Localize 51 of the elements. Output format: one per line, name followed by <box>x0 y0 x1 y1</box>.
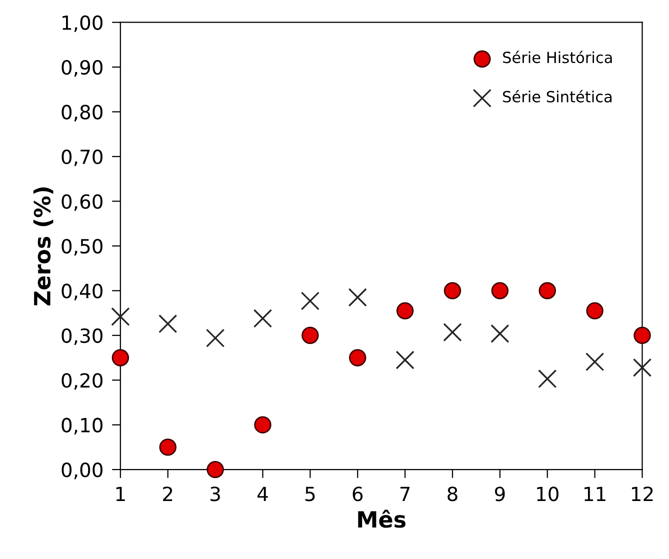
y-tick-label: 1,00 <box>62 15 102 32</box>
y-tick-label: 0,10 <box>62 418 102 434</box>
point <box>112 349 130 366</box>
point <box>158 314 178 334</box>
point <box>538 369 557 388</box>
point <box>300 292 320 310</box>
x-tick-label: 4 <box>258 486 268 501</box>
point <box>443 322 462 342</box>
x-tick-label: 1 <box>116 486 125 501</box>
y-tick-label: 0,30 <box>62 328 102 346</box>
point <box>396 350 414 370</box>
y-tick-label: 0,20 <box>62 373 102 390</box>
legend-label: Série Histórica <box>503 50 612 64</box>
point <box>491 282 509 300</box>
point <box>206 328 225 348</box>
x-tick-label: 10 <box>537 486 558 502</box>
x-tick-label: 8 <box>448 486 458 502</box>
point <box>538 282 556 300</box>
point <box>159 438 176 456</box>
point <box>396 302 414 320</box>
x-tick-label: 2 <box>163 486 172 501</box>
point <box>585 352 604 372</box>
x-tick-label: 9 <box>494 486 505 502</box>
y-tick-label: 0,60 <box>62 194 102 211</box>
y-tick-label: 0,70 <box>62 149 102 166</box>
y-axis-title: Zeros (%) <box>33 187 54 306</box>
point <box>349 349 366 366</box>
y-tick-label: 0,00 <box>62 462 102 480</box>
y-tick-label: 0,50 <box>62 238 102 256</box>
point <box>490 324 510 343</box>
point <box>634 326 651 344</box>
point <box>111 307 130 326</box>
y-tick-label: 0,80 <box>62 104 102 122</box>
x-tick-label: 12 <box>632 486 653 501</box>
x-tick-label: 6 <box>352 486 363 502</box>
point <box>586 302 604 320</box>
point <box>253 309 272 328</box>
x-tick-label: 3 <box>210 486 220 502</box>
y-tick-label: 0,40 <box>62 284 102 300</box>
point <box>302 326 319 344</box>
point <box>348 288 367 307</box>
legend-label: Série Sintética <box>503 90 612 102</box>
point <box>632 358 652 377</box>
x-axis-title: Mês <box>358 510 406 528</box>
y-tick-label: 0,90 <box>62 60 102 77</box>
point <box>444 282 462 300</box>
point <box>206 460 224 478</box>
point <box>254 416 272 434</box>
x-tick-label: 5 <box>305 486 315 502</box>
x-tick-label: 11 <box>584 486 606 501</box>
x-tick-label: 7 <box>400 486 410 501</box>
